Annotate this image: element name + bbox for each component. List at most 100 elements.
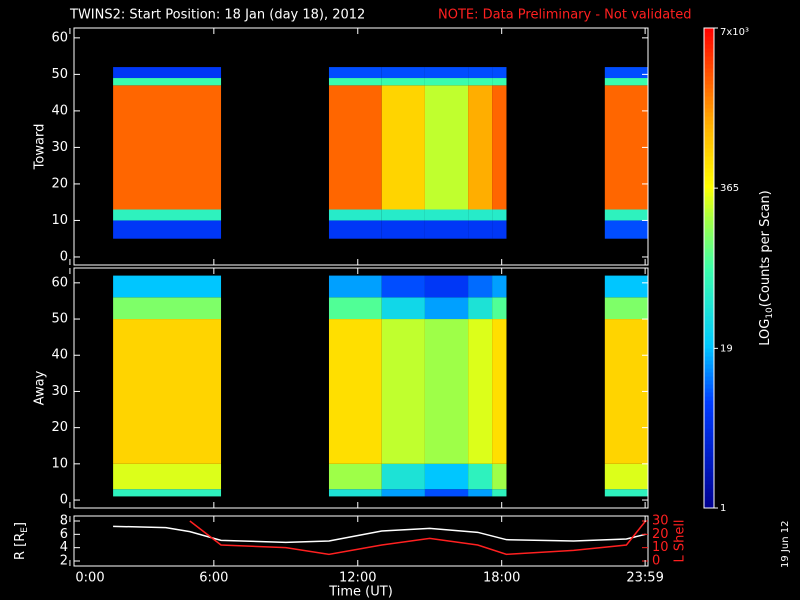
heatmap-cell <box>328 67 382 79</box>
heatmap-cell <box>113 78 222 86</box>
colorbar-swatch <box>704 92 714 97</box>
heatmap-cell <box>468 209 493 221</box>
heatmap-cell <box>381 489 425 497</box>
heatmap-cell <box>492 463 507 490</box>
axis-title-end: (Counts per Scan) <box>758 190 773 307</box>
heatmap-cell <box>468 85 493 210</box>
heatmap-cell <box>604 78 648 86</box>
colorbar-swatch <box>704 360 714 365</box>
note: NOTE: Data Preliminary - Not validated <box>438 8 692 23</box>
colorbar-swatch <box>704 320 714 325</box>
heatmap-cell <box>381 209 425 221</box>
colorbar-swatch <box>704 276 714 281</box>
colorbar-swatch <box>704 64 714 69</box>
colorbar-swatch <box>704 188 714 193</box>
colorbar-swatch <box>704 392 714 397</box>
y-tick-label: 30 <box>51 384 68 399</box>
colorbar-swatch <box>704 416 714 421</box>
colorbar-swatch <box>704 356 714 361</box>
colorbar-swatch <box>704 76 714 81</box>
heatmap-cell <box>492 297 507 320</box>
y2-tick-label: 20 <box>652 527 669 542</box>
colorbar-swatch <box>704 304 714 309</box>
heatmap-cell <box>381 67 425 79</box>
colorbar-swatch <box>704 124 714 129</box>
colorbar-swatch <box>704 244 714 249</box>
heatmap-cell <box>604 209 648 221</box>
colorbar-frame <box>703 27 715 509</box>
colorbar-swatch <box>704 248 714 253</box>
heatmap-cell <box>381 85 425 210</box>
colorbar-swatch <box>704 240 714 245</box>
colorbar-swatch <box>704 68 714 73</box>
panel-frame <box>73 515 649 567</box>
colorbar-swatch <box>704 476 714 481</box>
colorbar-swatch <box>704 108 714 113</box>
colorbar-swatch <box>704 220 714 225</box>
heatmap-cell <box>604 275 648 298</box>
y-tick-label: 40 <box>51 348 68 363</box>
heatmap-cell <box>492 319 507 464</box>
panel-frame <box>73 27 649 266</box>
colorbar-tick-label: 19 <box>720 343 733 354</box>
heatmap-cell <box>381 275 425 298</box>
heatmap-cell <box>113 67 222 79</box>
colorbar-swatch <box>704 168 714 173</box>
heatmap-cell <box>328 463 382 490</box>
heatmap-cell <box>424 275 469 298</box>
heatmap-cell <box>468 275 493 298</box>
colorbar-swatch <box>704 256 714 261</box>
colorbar-swatch <box>704 340 714 345</box>
colorbar-swatch <box>704 140 714 145</box>
colorbar-swatch <box>704 444 714 449</box>
colorbar-swatch <box>704 384 714 389</box>
heatmap-cell <box>468 297 493 320</box>
heatmap-cell <box>604 85 648 210</box>
x-tick-label: 12:00 <box>339 571 376 586</box>
colorbar-swatch <box>704 232 714 237</box>
colorbar-tick-label: 365 <box>720 183 739 194</box>
colorbar-swatch <box>704 300 714 305</box>
heatmap-cell <box>492 489 507 497</box>
colorbar-tick-label: 1 <box>720 503 726 514</box>
heatmap-cell <box>424 489 469 497</box>
colorbar-swatch <box>704 376 714 381</box>
y-tick-label: 0 <box>60 493 68 508</box>
y-tick-label: 40 <box>51 103 68 118</box>
y-axis-title: Away <box>33 370 48 405</box>
colorbar-swatch <box>704 204 714 209</box>
heatmap-cell <box>424 319 469 464</box>
colorbar-swatch <box>704 500 714 505</box>
y2-tick-label: 0 <box>652 554 660 569</box>
y-axis-title: Toward <box>33 124 48 171</box>
heatmap-cell <box>424 78 469 86</box>
colorbar-swatch <box>704 56 714 61</box>
heatmap-cell <box>381 463 425 490</box>
heatmap-cell <box>492 275 507 298</box>
heatmap-cell <box>424 297 469 320</box>
y-tick-label: 20 <box>51 176 68 191</box>
heatmap-cell <box>492 67 507 79</box>
y-tick-label: 8 <box>60 514 68 529</box>
heatmap-cell <box>604 220 648 239</box>
heatmap-cell <box>424 209 469 221</box>
colorbar-swatch <box>704 328 714 333</box>
colorbar-swatch <box>704 316 714 321</box>
colorbar-swatch <box>704 132 714 137</box>
y-tick-label: 60 <box>51 275 68 290</box>
heatmap-cell <box>424 85 469 210</box>
colorbar-swatch <box>704 364 714 369</box>
heatmap-cell <box>328 85 382 210</box>
colorbar-swatch <box>704 208 714 213</box>
colorbar-swatch <box>704 452 714 457</box>
colorbar-swatch <box>704 372 714 377</box>
heatmap-cell <box>604 297 648 320</box>
heatmap-cell <box>468 78 493 86</box>
colorbar-swatch <box>704 200 714 205</box>
axis-title-text: LOG <box>758 319 773 346</box>
heatmap-cell <box>113 85 222 210</box>
x-axis-title: Time (UT) <box>328 585 393 600</box>
colorbar-swatch <box>704 176 714 181</box>
colorbar-swatch <box>704 424 714 429</box>
heatmap-cell <box>328 489 382 497</box>
